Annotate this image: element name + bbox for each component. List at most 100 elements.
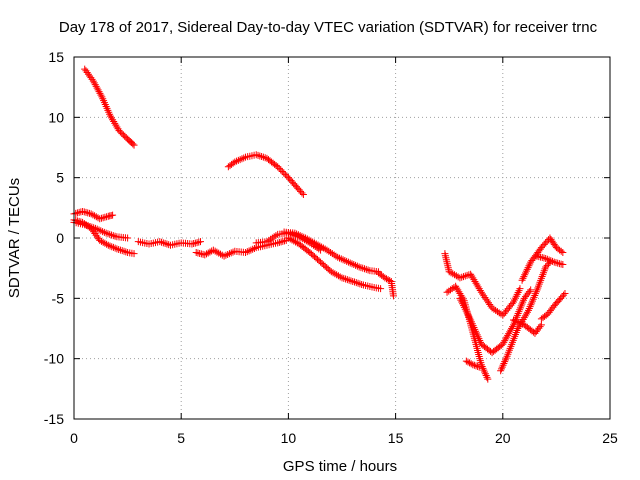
data-point [522,267,530,275]
data-point [459,273,467,281]
data-point [290,237,298,245]
data-point [476,286,484,294]
data-point [470,361,478,369]
data-point [259,153,267,161]
data-point [209,246,217,254]
data-point [521,271,529,279]
data-point [129,140,137,148]
data-point [542,311,550,319]
data-point [343,276,351,284]
series-arc-j [441,250,524,319]
data-point [346,259,354,267]
data-point [252,151,260,159]
data-point [542,239,550,247]
data-point [520,314,528,322]
data-point [501,358,509,366]
data-point [473,281,481,289]
series-arc-m [497,258,554,375]
data-point [389,292,397,300]
x-tick-label: 15 [388,430,404,446]
data-point [295,186,303,194]
data-point [108,243,116,251]
data-point [118,247,126,255]
data-point [475,285,483,293]
data-point [106,112,114,120]
data-point [540,240,548,248]
series-arc-high [81,65,138,149]
data-point [156,238,164,246]
data-point [452,282,460,290]
y-tick-label: -5 [52,290,65,306]
data-point [542,263,550,271]
data-point [513,318,521,326]
data-point [511,317,519,325]
data-point [97,91,105,99]
data-point [298,189,306,197]
data-point [470,276,478,284]
data-point [325,247,333,255]
series-arc-r [462,357,483,371]
data-point [459,300,467,308]
data-point [110,118,118,126]
data-point [497,367,505,375]
data-point [466,359,474,367]
data-point [524,264,532,272]
data-point [106,230,114,238]
data-point [327,248,335,256]
data-point [339,256,347,264]
data-point [468,272,476,280]
data-point [498,363,506,371]
data-point [469,361,477,369]
data-point [466,314,474,322]
data-point [559,261,567,269]
data-point [340,274,348,282]
data-point [111,232,119,240]
data-point [211,247,219,255]
data-point [103,240,111,248]
x-tick-label: 20 [495,430,511,446]
data-point [93,225,101,233]
data-point [499,340,507,348]
data-point [294,231,302,239]
data-point [268,234,276,242]
data-point [256,152,264,160]
data-point [108,231,116,239]
series-arc-a [70,207,117,223]
data-point [215,249,223,257]
data-point [272,232,280,240]
data-point [519,315,527,323]
data-point [465,312,473,320]
data-point [560,291,568,299]
data-point [116,246,124,254]
data-point [109,116,117,124]
data-point [120,247,128,255]
data-point [318,243,326,251]
data-point [307,237,315,245]
data-point [492,306,500,314]
data-point [303,235,311,243]
data-point [507,326,515,334]
data-point [345,276,353,284]
data-point [381,274,389,282]
series-arc-c [70,216,138,258]
data-point [474,363,482,371]
y-axis-label: SDTVAR / TECUs [6,178,23,298]
data-point [464,311,472,319]
data-point [104,241,112,249]
data-point [523,308,531,316]
data-point [348,260,356,268]
data-point [217,250,225,258]
data-point [312,240,320,248]
data-point [293,230,301,238]
data-point [377,285,385,293]
data-point [280,169,288,177]
data-point [329,269,337,277]
data-point [249,245,257,253]
data-point [456,274,464,282]
data-point [484,375,492,383]
data-point [457,296,465,304]
data-point [501,337,509,345]
x-tick-label: 5 [177,430,185,446]
x-axis-label: GPS time / hours [283,458,397,475]
data-point [122,248,130,256]
